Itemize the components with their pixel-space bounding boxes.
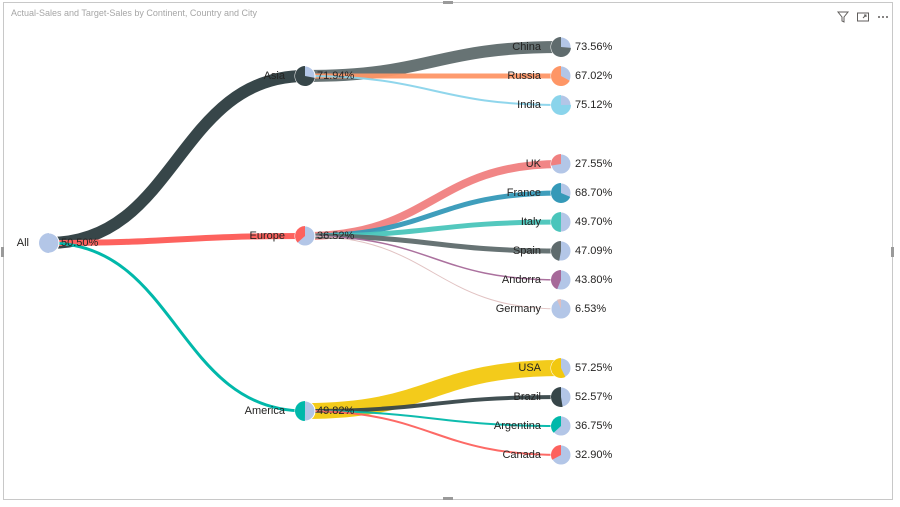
resize-handle-top[interactable]	[443, 1, 453, 4]
node-europe-slice	[295, 226, 305, 243]
node-all-slice	[38, 233, 50, 254]
node-china-label: China	[512, 41, 542, 53]
node-france[interactable]	[550, 182, 572, 204]
node-usa[interactable]	[550, 357, 572, 379]
node-brazil-label: Brazil	[513, 391, 541, 403]
node-canada-slice	[551, 445, 561, 460]
node-italy-percent: 49.70%	[575, 216, 613, 228]
node-uk-slice	[550, 154, 561, 166]
node-russia-label: Russia	[507, 70, 542, 82]
link-europe-germany[interactable]	[304, 235, 562, 310]
visual-container[interactable]: Actual-Sales and Target-Sales by Contine…	[3, 2, 893, 500]
node-russia-slice	[551, 66, 570, 86]
node-usa-percent: 57.25%	[575, 362, 613, 374]
links-layer	[48, 41, 562, 456]
node-europe[interactable]	[294, 225, 316, 247]
node-spain-slice	[551, 241, 561, 261]
node-argentina-slice	[551, 416, 561, 433]
node-canada-label: Canada	[502, 449, 541, 461]
node-germany-label: Germany	[496, 303, 542, 315]
node-uk[interactable]	[550, 153, 572, 175]
node-italy-label: Italy	[521, 216, 542, 228]
node-germany-slice	[557, 299, 561, 309]
node-andorra[interactable]	[550, 269, 572, 291]
node-europe-percent: 36.52%	[317, 230, 355, 242]
resize-handle-right[interactable]	[891, 247, 894, 257]
node-russia-percent: 67.02%	[575, 70, 613, 82]
resize-handle-left[interactable]	[1, 247, 4, 257]
node-america-label: America	[245, 405, 286, 417]
nodes-layer: All 50.50% Asia 71.94% China 73.56% Russia 67.0…	[17, 36, 613, 466]
node-andorra-slice	[551, 270, 561, 290]
focus-mode-icon[interactable]	[856, 10, 870, 24]
node-russia[interactable]	[550, 65, 572, 87]
node-argentina-percent: 36.75%	[575, 420, 613, 432]
node-all-percent: 50.50%	[61, 237, 99, 249]
node-brazil[interactable]	[550, 386, 572, 408]
link-all-asia[interactable]	[48, 70, 306, 249]
node-america-slice	[295, 401, 305, 421]
node-europe-label: Europe	[250, 230, 285, 242]
node-canada[interactable]	[550, 444, 572, 466]
node-asia-label: Asia	[264, 70, 286, 82]
node-usa-slice	[551, 358, 566, 378]
link-all-america[interactable]	[48, 241, 306, 413]
node-america-percent: 49.82%	[317, 405, 355, 417]
node-france-percent: 68.70%	[575, 187, 613, 199]
node-spain[interactable]	[550, 240, 572, 262]
node-brazil-percent: 52.57%	[575, 391, 613, 403]
node-spain-percent: 47.09%	[575, 245, 613, 257]
node-france-label: France	[507, 187, 541, 199]
node-india-percent: 75.12%	[575, 99, 613, 111]
node-germany[interactable]	[550, 298, 572, 320]
visual-title: Actual-Sales and Target-Sales by Contine…	[11, 8, 257, 18]
node-brazil-slice	[551, 387, 563, 407]
node-canada-percent: 32.90%	[575, 449, 613, 461]
node-italy-slice	[550, 212, 561, 232]
node-france-slice	[551, 183, 571, 204]
node-andorra-label: Andorra	[502, 274, 542, 286]
more-options-icon[interactable]	[876, 10, 890, 24]
node-italy[interactable]	[550, 211, 572, 233]
node-germany-percent: 6.53%	[575, 303, 606, 315]
node-asia-percent: 71.94%	[317, 70, 355, 82]
node-all[interactable]	[38, 232, 60, 254]
node-america[interactable]	[294, 400, 316, 422]
resize-handle-bottom[interactable]	[443, 497, 453, 500]
node-argentina[interactable]	[550, 415, 572, 437]
node-uk-percent: 27.55%	[575, 158, 613, 170]
node-china[interactable]	[550, 36, 572, 58]
link-europe-andorra[interactable]	[304, 235, 562, 281]
node-all-label: All	[17, 237, 29, 249]
link-asia-india[interactable]	[304, 75, 562, 106]
node-usa-label: USA	[518, 362, 541, 374]
node-spain-label: Spain	[513, 245, 541, 257]
node-asia[interactable]	[294, 65, 316, 87]
node-andorra-percent: 43.80%	[575, 274, 613, 286]
node-china-percent: 73.56%	[575, 41, 613, 53]
link-all-europe[interactable]	[48, 233, 306, 246]
link-america-brazil[interactable]	[304, 395, 562, 413]
node-india-slice	[551, 94, 571, 115]
filter-icon[interactable]	[836, 10, 850, 24]
node-uk-label: UK	[526, 158, 542, 170]
node-asia-slice	[294, 66, 315, 86]
node-india[interactable]	[550, 94, 572, 116]
node-india-label: India	[517, 99, 542, 111]
link-america-canada[interactable]	[304, 410, 562, 456]
node-argentina-label: Argentina	[494, 420, 542, 432]
link-europe-spain[interactable]	[304, 233, 562, 254]
node-china-slice	[551, 37, 571, 57]
link-america-argentina[interactable]	[304, 410, 562, 427]
